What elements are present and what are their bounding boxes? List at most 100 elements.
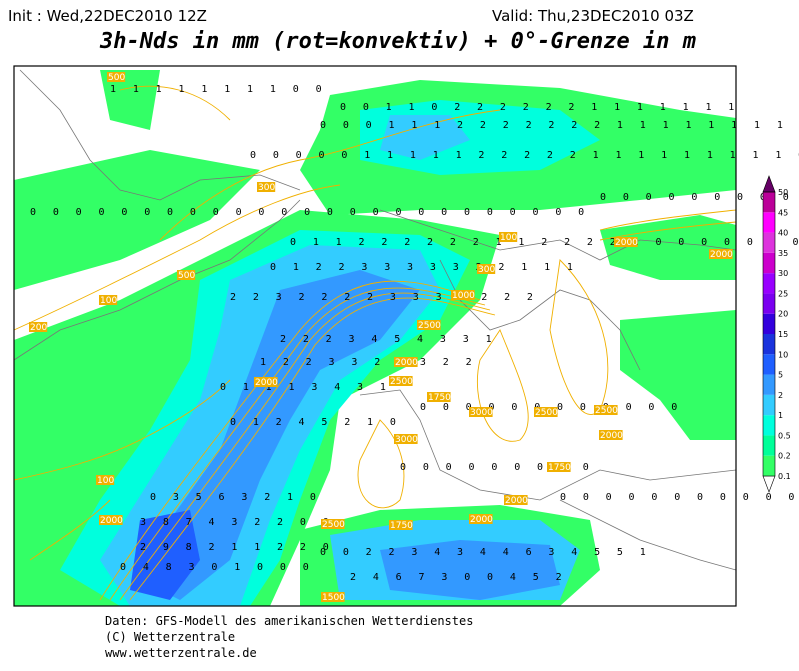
contour-label: 2000 — [600, 431, 623, 441]
contour-label: 3000 — [470, 408, 493, 418]
contour-label: 1500 — [322, 593, 345, 603]
legend-swatch — [763, 415, 775, 436]
legend-label: 25 — [778, 289, 788, 298]
footer-line: Daten: GFS-Modell des amerikanischen Wet… — [105, 614, 473, 628]
precip-value-row: 1 2 2 3 3 2 2 3 2 2 — [260, 357, 477, 368]
contour-label: 2000 — [505, 496, 528, 506]
contour-label-bg — [107, 72, 126, 82]
map-title: 3h-Nds in mm (rot=konvektiv) + 0°-Grenze… — [99, 29, 696, 54]
legend-swatch — [763, 435, 775, 456]
contour-label: 2000 — [710, 250, 733, 260]
precip-value-row: 0 0 0 1 1 1 2 2 2 2 2 2 2 1 1 1 1 1 1 1 … — [320, 120, 799, 131]
contour-label: 2500 — [390, 377, 413, 387]
contour-label-bg — [469, 407, 493, 417]
contour-label-bg — [99, 515, 123, 525]
precip-value-row: 2 4 6 7 3 0 0 4 5 2 — [350, 572, 567, 583]
precip-value-row: 0 1 1 1 3 4 3 1 — [220, 382, 391, 393]
legend-swatch — [763, 293, 775, 314]
map-frame — [13, 65, 737, 607]
contour-label-bg — [534, 407, 558, 417]
contour-label: 2000 — [615, 238, 638, 248]
precip-value-row: 0 0 0 0 0 0 0 0 0 — [400, 462, 594, 473]
init-time: Init : Wed,22DEC2010 12Z — [8, 7, 207, 25]
contour-label-bg — [469, 514, 493, 524]
legend-label: 2 — [778, 391, 783, 400]
map: 1 1 1 1 1 1 1 1 0 0 0 0 1 1 0 2 2 2 2 2 2… — [13, 65, 799, 607]
contour-label-bg — [257, 182, 276, 192]
legend-swatch — [763, 354, 775, 375]
precip-value-row: 1 1 1 1 1 1 1 1 0 0 — [110, 84, 327, 95]
precip-value-row: 0 1 2 2 3 3 3 3 3 2 2 1 1 1 — [270, 262, 578, 273]
precip-areas — [14, 70, 736, 606]
legend-label: 0.1 — [778, 472, 791, 481]
footer-line: (C) Wetterzentrale — [105, 630, 235, 644]
legend-swatch — [763, 313, 775, 334]
contour-label: 2000 — [255, 378, 278, 388]
contour-label: 1750 — [428, 393, 451, 403]
contour-label-bg — [451, 290, 475, 300]
legend-label: 5 — [778, 371, 783, 380]
precip-values: 1 1 1 1 1 1 1 1 0 0 0 0 1 1 0 2 2 2 2 2 2… — [30, 84, 799, 583]
precip-value-row: 0 4 8 3 0 1 0 0 0 — [120, 562, 314, 573]
precip-value-row: 0 0 0 0 0 0 0 0 0 0 0 — [560, 492, 799, 503]
contour-label-bg — [96, 475, 115, 485]
contour-label: 200 — [30, 323, 47, 333]
contour-label: 3000 — [395, 435, 418, 445]
legend-label: 1 — [778, 411, 783, 420]
footer-line: www.wetterzentrale.de — [105, 646, 257, 660]
legend-label: 20 — [778, 310, 788, 319]
precip-value-row: 0 0 0 0 0 0 0 0 0 0 0 0 0 0 0 0 0 0 0 0 … — [30, 207, 590, 218]
contour-label: 2500 — [322, 520, 345, 530]
contour-label-bg — [499, 232, 518, 242]
contour-label: 300 — [478, 265, 495, 275]
legend-swatch — [763, 374, 775, 395]
contour-label-bg — [547, 462, 571, 472]
legend-label: 30 — [778, 269, 788, 278]
contour-label-bg — [177, 270, 196, 280]
contour-label: 100 — [500, 233, 517, 243]
legend-label: 40 — [778, 229, 788, 238]
contour-label-bg — [394, 434, 418, 444]
legend-label: 0.5 — [778, 431, 791, 440]
legend-arrow-top — [762, 175, 776, 193]
contour-label-bg — [29, 322, 48, 332]
contour-label: 1750 — [548, 463, 571, 473]
legend-label: 50 — [778, 188, 788, 197]
legend-swatch — [763, 334, 775, 355]
contour-label-bg — [427, 392, 451, 402]
contour-label-bg — [321, 519, 345, 529]
legend-frame — [762, 191, 776, 477]
precip-value-row: 0 3 5 6 3 2 1 0 — [150, 492, 321, 503]
contour-label: 100 — [100, 296, 117, 306]
legend-swatch — [763, 273, 775, 294]
legend-label: 0.2 — [778, 452, 791, 461]
contour-label-bg — [614, 237, 638, 247]
contour-label-bg — [504, 495, 528, 505]
contour-label: 2500 — [418, 321, 441, 331]
legend-label: 10 — [778, 350, 788, 359]
precip-value-row: 0 0 1 1 0 2 2 2 2 2 2 1 1 1 1 1 1 1 — [340, 102, 740, 113]
precip-value-row: 0 0 0 0 0 1 1 1 1 1 2 2 2 2 2 1 1 1 1 1 … — [250, 150, 799, 161]
contour-label-bg — [389, 520, 413, 530]
contour-label-bg — [389, 376, 413, 386]
contour-label: 2500 — [595, 406, 618, 416]
legend-swatch — [763, 232, 775, 253]
precip-value-row: 0 0 2 2 3 4 3 4 4 6 3 4 5 5 1 — [320, 547, 651, 558]
precip-value-row: 0 1 1 2 2 2 2 2 2 1 1 2 2 2 2 1 0 0 0 0 … — [290, 237, 799, 248]
contour-label: 1000 — [452, 291, 475, 301]
legend-swatch — [763, 252, 775, 274]
contour-label: 1750 — [390, 521, 413, 531]
contour-label: 500 — [178, 271, 195, 281]
contour-label-bg — [321, 592, 345, 602]
contour-label: 500 — [108, 73, 125, 83]
valid-time: Valid: Thu,23DEC2010 03Z — [492, 7, 694, 25]
contour-labels: 500 300 500 100 200 100 2000 1000 2500 1750 2000 25… — [29, 72, 733, 603]
precip-value-row: 2 2 2 3 4 5 4 3 3 1 — [280, 334, 497, 345]
precip-value-row: 3 8 7 4 3 2 2 0 0 — [140, 517, 334, 528]
contour-label: 300 — [258, 183, 275, 193]
contour-label-bg — [594, 405, 618, 415]
precip-value-row: 0 1 2 4 5 2 1 0 — [230, 417, 401, 428]
contour-label: 2500 — [535, 408, 558, 418]
contour-label: 100 — [97, 476, 114, 486]
